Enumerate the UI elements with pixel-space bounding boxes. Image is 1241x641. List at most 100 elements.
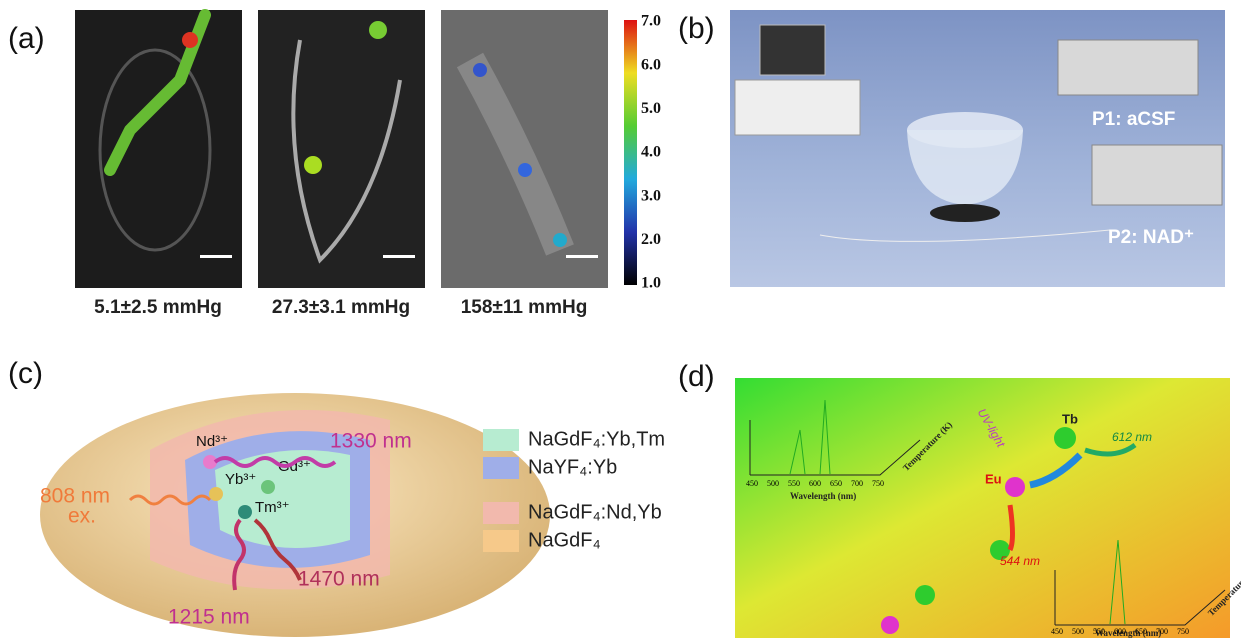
pump-label: P1: aCSF [1092,109,1175,130]
eu-atom [881,616,899,634]
spectrum-axes [749,420,921,476]
colorbar-tick-label: 3.0 [641,187,661,204]
spectrum [1109,539,1126,625]
legend-label: NaYF₄:Yb [528,456,617,478]
cell-image [258,10,425,288]
excitation-wave [128,494,212,506]
legend-label: NaGdF₄ [528,529,601,551]
cell-outline [98,48,212,252]
x-tick-label: 550 [788,479,800,488]
legend: NaGdF₄:Yb,Tm NaYF₄:Yb NaGdF₄:Nd,Yb NaGdF₄ [483,428,665,552]
axis-ticks: 450 450 500 500 550 550 600 600 650 650 700 700 750 7… [746,479,1189,636]
colorbar-tick-label: 5.0 [641,100,661,117]
x-tick-label: 500 [1072,627,1084,636]
sensor-signal [182,32,198,48]
mof-illustration [735,378,1230,638]
cell-images [75,9,608,288]
legend-label: NaGdF₄:Nd,Yb [528,501,662,523]
controller [734,79,861,136]
emission-label: 544 nm [1000,554,1040,568]
emission-label: 1470 nm [298,568,380,591]
sensor-signal [518,163,532,177]
axis-label: Wavelength (nm) [1095,628,1161,638]
energy-transfer-arrow [1029,452,1083,489]
caption: 5.1±2.5 mmHg [94,297,222,318]
panel-label: (c) [8,357,43,390]
colorbar-tick-label: 7.0 [641,13,661,30]
sensor-signal [304,156,322,174]
scale-bar [566,255,598,258]
ion [209,487,223,501]
captions: 5.1±2.5 mmHg 27.3±3.1 mmHg 158±11 mmHg [94,297,587,318]
pump [1057,39,1199,96]
sensor-signal [553,233,567,247]
tb-atom [990,540,1010,560]
x-tick-label: 550 [1093,627,1105,636]
x-tick-label: 650 [1135,627,1147,636]
emission-wave [213,456,337,468]
cell-outline [291,39,402,264]
base [930,204,1000,222]
sensor-signal [369,21,387,39]
bowl [907,130,1023,205]
scale-bar [200,255,232,258]
ion [238,505,252,519]
axis-label: Wavelength (nm) [790,491,856,501]
legend-swatch [483,530,519,552]
legend-label: NaGdF₄:Yb,Tm [528,428,665,450]
colorbar-tick-label: 1.0 [641,275,661,292]
excitation-label: ex. [68,505,96,528]
panel-label: (b) [678,12,715,45]
emission-wave [232,518,246,591]
colorbar-ticks: 7.0 6.0 5.0 4.0 3.0 2.0 1.0 [641,13,661,292]
colorbar-tick-label: 2.0 [641,231,661,248]
panel-label: (d) [678,360,715,393]
emission-label: 1330 nm [330,430,412,453]
ion-label: Tb [1062,411,1078,426]
emission-label: 612 nm [1112,430,1152,444]
x-tick-label: 750 [1177,627,1189,636]
core [215,450,350,548]
cell-outline [456,52,574,256]
legend-swatch [483,429,519,451]
sensor-signal [473,63,487,77]
ion-label: Nd³⁺ [196,433,228,450]
legend-swatch [483,457,519,479]
x-tick-label: 600 [809,479,821,488]
x-tick-label: 650 [830,479,842,488]
spectrum [789,399,831,475]
ion-label: Eu [985,471,1002,486]
x-tick-label: 450 [746,479,758,488]
colorbar [624,20,637,285]
ion-label: Yb³⁺ [225,471,256,488]
colorbar-tick-label: 4.0 [641,144,661,161]
x-tick-label: 500 [767,479,779,488]
panel-label: (a) [8,22,45,55]
ion-label: Tm³⁺ [255,499,290,516]
tubing [819,229,1111,242]
tb-atom [1054,427,1076,449]
x-tick-label: 700 [1156,627,1168,636]
scale-bar [383,255,415,258]
ion [261,480,275,494]
pump-label: P2: NAD⁺ [1108,227,1194,248]
eu-atom [1005,477,1025,497]
x-tick-label: 450 [1051,627,1063,636]
monitor [759,24,826,76]
tb-atom [915,585,935,605]
legend-swatch [483,502,519,524]
x-tick-label: 700 [851,479,863,488]
caption: 158±11 mmHg [461,297,588,318]
caption: 27.3±3.1 mmHg [272,297,410,318]
emission-label: 1215 nm [168,606,250,629]
emission-wave [253,518,302,581]
x-tick-label: 600 [1114,627,1126,636]
emission-arrow [1084,442,1137,457]
colorbar-tick-label: 6.0 [641,56,661,73]
ion [203,455,217,469]
ion-label: Gd³⁺ [278,458,311,475]
pump [1091,144,1223,206]
excitation-label: 808 nm [40,485,110,508]
x-tick-label: 750 [872,479,884,488]
